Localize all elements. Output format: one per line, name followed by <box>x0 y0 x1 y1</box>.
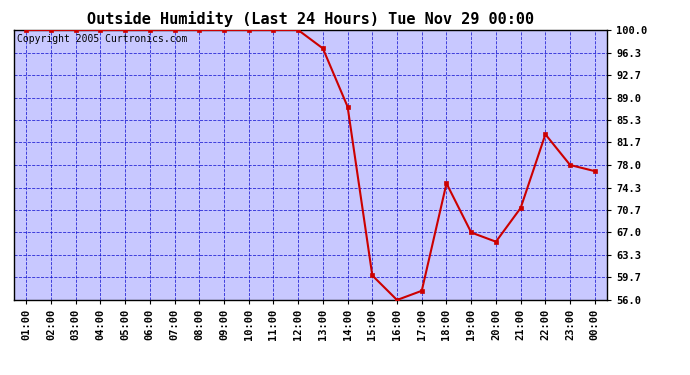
Text: Copyright 2005 Curtronics.com: Copyright 2005 Curtronics.com <box>17 34 187 44</box>
Title: Outside Humidity (Last 24 Hours) Tue Nov 29 00:00: Outside Humidity (Last 24 Hours) Tue Nov… <box>87 12 534 27</box>
